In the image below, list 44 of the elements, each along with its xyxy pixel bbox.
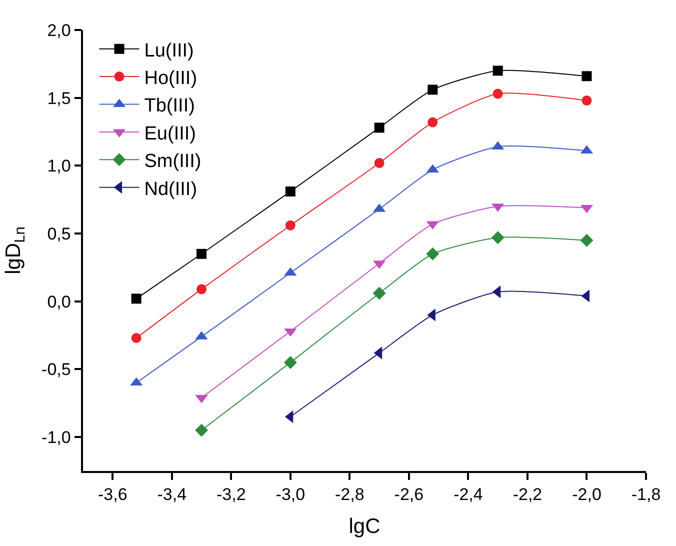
x-tick-label: -1,8: [631, 485, 661, 504]
point: [492, 88, 503, 99]
x-tick-label: -2,0: [572, 485, 602, 504]
x-tick-label: -2,8: [335, 485, 364, 504]
point: [196, 284, 207, 294]
x-tick-label: -3,2: [216, 485, 246, 504]
x-tick-label: -3,4: [157, 485, 187, 504]
point: [372, 286, 386, 300]
y-tick-label: 2,0: [47, 20, 71, 40]
legend-label: Lu(III): [144, 40, 194, 62]
y-tick-label: 0,5: [47, 224, 71, 244]
point: [492, 66, 503, 76]
x-tick-label: -2,4: [454, 485, 483, 504]
x-tick-label: -3,0: [276, 485, 306, 504]
point: [285, 186, 296, 196]
point: [374, 158, 384, 168]
point: [131, 294, 142, 304]
legend-label: Sm(III): [144, 151, 202, 172]
y-tick-label: 0,0: [47, 292, 71, 312]
y-tick-label: 1,0: [47, 156, 71, 176]
x-tick-label: -2,6: [394, 485, 424, 504]
y-tick-label: -0,5: [42, 360, 71, 380]
x-tick-label: -3,6: [98, 485, 128, 504]
point: [582, 71, 592, 82]
point: [491, 231, 504, 244]
point: [428, 117, 438, 128]
point: [426, 247, 440, 260]
point: [428, 84, 438, 95]
point: [195, 424, 208, 437]
legend-label: Eu(III): [144, 123, 196, 144]
point: [131, 333, 142, 344]
y-tick-label: -1,0: [42, 428, 71, 448]
x-tick-label: -2,2: [512, 485, 542, 504]
legend-label: Ho(III): [144, 68, 198, 89]
y-tick-label: 1,5: [47, 88, 71, 108]
legend-label: Tb(III): [144, 96, 195, 117]
point: [580, 234, 594, 247]
point: [582, 96, 592, 106]
point: [285, 220, 296, 230]
point: [374, 122, 384, 133]
x-axis-title: lgC: [348, 514, 380, 538]
point: [284, 356, 297, 369]
point: [196, 248, 207, 259]
legend-label: Nd(III): [144, 178, 198, 200]
